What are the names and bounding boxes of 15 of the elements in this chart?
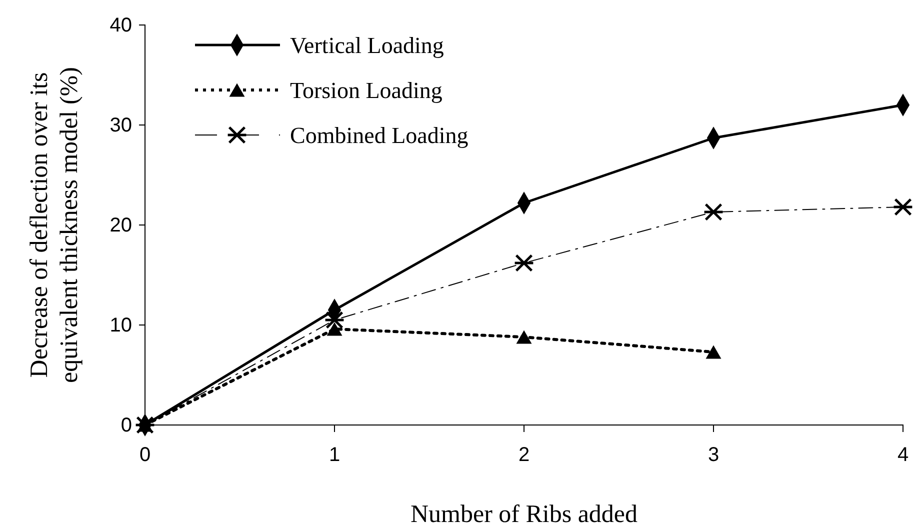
legend-label: Vertical Loading [290, 33, 444, 58]
y-tick-label: 30 [110, 114, 132, 136]
x-tick-label: 4 [897, 444, 909, 466]
x-axis-title: Number of Ribs added [410, 501, 638, 528]
y-tick-label: 40 [110, 14, 132, 36]
x-tick-label: 2 [518, 444, 530, 466]
legend-label: Torsion Loading [290, 78, 443, 104]
y-tick-label: 10 [110, 314, 132, 336]
y-tick-label: 20 [110, 214, 132, 236]
y-axis-title: Decrease of deflection over its equivalent thickness model (%) [26, 67, 83, 383]
legend-label: Combined Loading [290, 123, 469, 148]
y-tick-label: 0 [120, 414, 132, 436]
x-tick-label: 3 [708, 444, 720, 466]
x-tick-label: 0 [139, 444, 151, 466]
x-tick-label: 1 [328, 444, 340, 466]
